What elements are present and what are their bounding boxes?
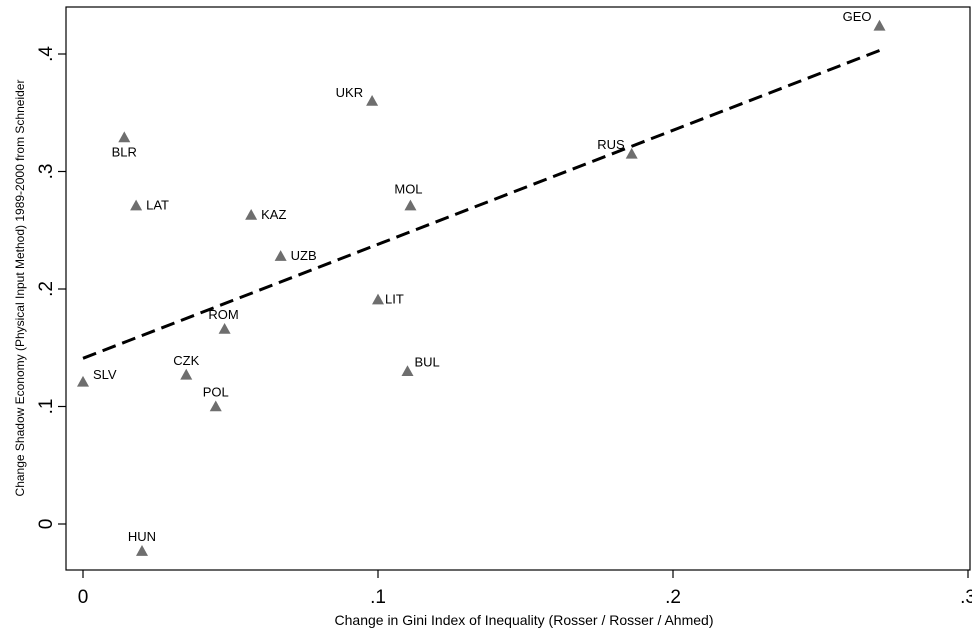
x-axis-title: Change in Gini Index of Inequality (Ross… [335, 612, 714, 628]
point-label-hun: HUN [128, 529, 156, 544]
point-label-czk: CZK [173, 353, 199, 368]
y-tick-label: .2 [36, 281, 57, 297]
fit-line [82, 49, 881, 360]
y-tick-label: .3 [36, 164, 57, 180]
x-axis: 0 .1 .2 .3 [78, 570, 972, 608]
point-marker-lat [130, 199, 143, 211]
point-label-rus: RUS [597, 137, 625, 152]
point-label-slv: SLV [93, 367, 117, 382]
point-marker-lit [372, 293, 384, 305]
point-label-lat: LAT [146, 198, 169, 213]
plot-border [65, 6, 971, 571]
x-tick-label: .3 [960, 587, 972, 608]
y-tick-label: 0 [36, 519, 57, 530]
point-label-uzb: UZB [291, 248, 317, 263]
point-marker-slv [77, 375, 89, 387]
point-label-geo: GEO [843, 9, 872, 24]
point-label-bul: BUL [415, 354, 440, 369]
point-marker-geo [873, 19, 886, 31]
y-tick-label: .1 [36, 399, 57, 415]
y-axis-title: Change Shadow Economy (Physical Input Me… [13, 80, 27, 497]
point-marker-blr [118, 131, 131, 143]
point-label-blr: BLR [112, 144, 137, 159]
x-tick-label: 0 [78, 587, 89, 608]
x-tick-label: .1 [370, 587, 386, 608]
y-axis: 0 .1 .2 .3 .4 [36, 46, 66, 530]
point-label-ukr: UKR [336, 85, 363, 100]
point-marker-czk [180, 368, 193, 380]
point-label-kaz: KAZ [261, 207, 286, 222]
x-tick-label: .2 [665, 587, 681, 608]
point-marker-uzb [274, 250, 287, 261]
point-label-rom: ROM [208, 307, 238, 322]
point-marker-ukr [366, 95, 379, 106]
point-label-mol: MOL [394, 182, 422, 197]
point-label-lit: LIT [385, 292, 404, 307]
fit-line-layer [82, 49, 881, 360]
y-tick-label: .4 [36, 46, 57, 62]
point-marker-hun [136, 545, 148, 556]
point-marker-rom [218, 322, 231, 334]
point-marker-kaz [245, 208, 258, 220]
point-label-pol: POL [203, 385, 229, 400]
point-marker-pol [209, 400, 222, 412]
point-marker-mol [404, 199, 417, 211]
point-marker-rus [625, 147, 638, 159]
point-marker-bul [401, 365, 414, 377]
plot-frame [65, 6, 971, 571]
points-layer: GEO UKR BLR RUS LAT MOL KAZ UZB LIT ROM BUL CZK SLV P… [77, 9, 886, 556]
